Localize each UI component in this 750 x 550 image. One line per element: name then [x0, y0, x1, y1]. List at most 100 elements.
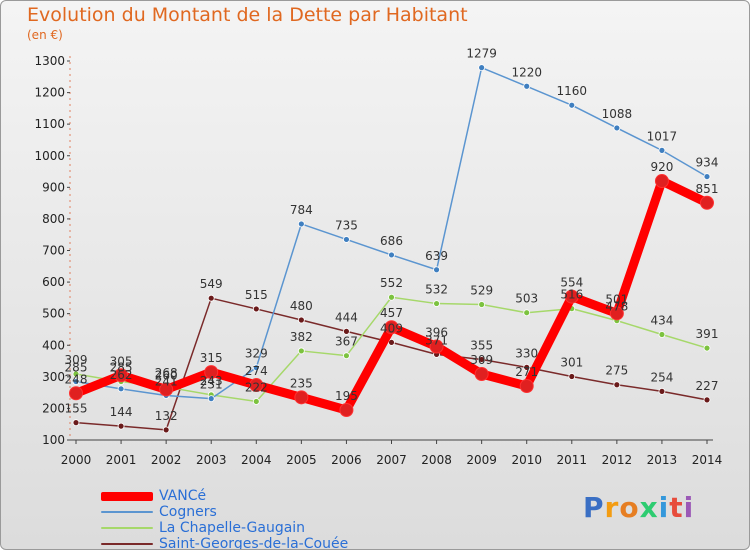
data-point: [207, 395, 215, 403]
data-point: [474, 366, 489, 381]
data-label: 309: [65, 353, 88, 367]
y-tick-label: 100: [42, 433, 65, 447]
data-label: 735: [335, 218, 358, 232]
data-label: 686: [380, 234, 403, 248]
y-tick-label: 400: [42, 338, 65, 352]
x-tick-label: 2000: [61, 453, 92, 467]
data-label: 478: [605, 300, 628, 314]
data-point: [297, 220, 305, 228]
data-label: 501: [605, 292, 628, 306]
x-tick-label: 2012: [602, 453, 633, 467]
data-label: 549: [200, 277, 223, 291]
data-point: [294, 390, 309, 405]
data-point: [654, 174, 669, 189]
data-point: [609, 306, 624, 321]
data-point: [388, 251, 395, 259]
data-label: 480: [290, 299, 313, 313]
data-point: [478, 356, 486, 363]
data-label: 329: [245, 347, 268, 361]
data-label: 516: [560, 288, 583, 302]
data-label: 241: [155, 374, 178, 388]
x-tick-label: 2006: [331, 453, 362, 467]
data-label: 260: [155, 368, 178, 382]
data-label: 262: [110, 368, 133, 382]
data-label: 371: [425, 333, 448, 347]
data-point: [252, 364, 260, 372]
data-point: [700, 195, 714, 210]
data-point: [658, 331, 666, 338]
data-label: 409: [380, 321, 403, 335]
x-tick-label: 2013: [647, 453, 678, 467]
data-point: [117, 422, 125, 430]
data-label: 391: [696, 327, 719, 341]
data-point: [564, 289, 579, 304]
y-tick-label: 1300: [34, 54, 65, 68]
data-label: 315: [200, 351, 223, 365]
data-point: [568, 373, 576, 380]
data-label: 285: [65, 361, 88, 375]
data-label: 248: [65, 372, 88, 386]
data-point: [658, 146, 666, 154]
data-label: 132: [155, 409, 178, 423]
legend-label: Saint-Georges-de-la-Couée: [159, 536, 349, 550]
data-point: [339, 402, 354, 417]
data-point: [523, 82, 531, 90]
data-label: 934: [696, 156, 719, 170]
x-tick-label: 2009: [466, 453, 497, 467]
data-label: 275: [605, 364, 628, 378]
data-point: [388, 339, 395, 346]
data-label: 235: [290, 376, 313, 390]
data-label: 1220: [511, 65, 542, 79]
data-point: [613, 381, 621, 389]
data-point: [523, 309, 531, 317]
data-label: 254: [650, 370, 673, 384]
data-point: [429, 339, 444, 354]
data-point: [69, 386, 83, 401]
data-point: [343, 352, 350, 360]
x-tick-label: 2008: [421, 453, 452, 467]
data-label: 851: [696, 182, 719, 196]
data-label: 268: [155, 366, 178, 380]
data-label: 457: [380, 306, 403, 320]
y-tick-label: 300: [42, 370, 65, 384]
data-label: 920: [650, 160, 673, 174]
x-tick-label: 2010: [511, 453, 542, 467]
legend-item: Saint-Georges-de-la-Couée: [101, 536, 349, 550]
data-label: 552: [380, 276, 403, 290]
data-label: 784: [290, 203, 313, 217]
data-label: 382: [290, 330, 313, 344]
chart-subtitle: (en €): [27, 28, 63, 42]
data-label: 285: [110, 361, 133, 375]
legend-swatch: [101, 511, 153, 513]
data-point: [72, 419, 80, 427]
x-tick-label: 2003: [196, 453, 227, 467]
y-tick-label: 1100: [34, 117, 65, 131]
y-tick-label: 800: [42, 212, 65, 226]
legend-item: Cogners: [101, 504, 348, 520]
legend-swatch: [101, 527, 153, 529]
data-label: 1017: [647, 129, 678, 143]
data-label: 330: [515, 346, 538, 360]
y-tick-label: 900: [42, 180, 65, 194]
x-tick-label: 2002: [151, 453, 182, 467]
chart-legend: VANCé Cogners La Chapelle-Gaugain Saint-Geo…: [101, 488, 349, 550]
data-point: [297, 316, 305, 324]
legend-item: La Chapelle-Gaugain: [101, 520, 348, 536]
legend-item: VANCé: [101, 488, 348, 504]
data-label: 532: [425, 283, 448, 297]
data-point: [114, 368, 129, 383]
data-label: 554: [560, 276, 583, 290]
data-point: [478, 301, 486, 308]
x-tick-label: 2004: [241, 453, 272, 467]
data-point: [162, 426, 170, 434]
legend-swatch: [101, 491, 153, 501]
data-point: [204, 365, 219, 380]
data-point: [117, 385, 125, 393]
data-label: 367: [335, 335, 358, 349]
data-point: [343, 327, 350, 335]
data-point: [613, 124, 621, 132]
data-label: 503: [515, 292, 538, 306]
data-point: [703, 173, 711, 180]
x-tick-label: 2001: [106, 453, 137, 467]
data-label: 396: [425, 326, 448, 340]
